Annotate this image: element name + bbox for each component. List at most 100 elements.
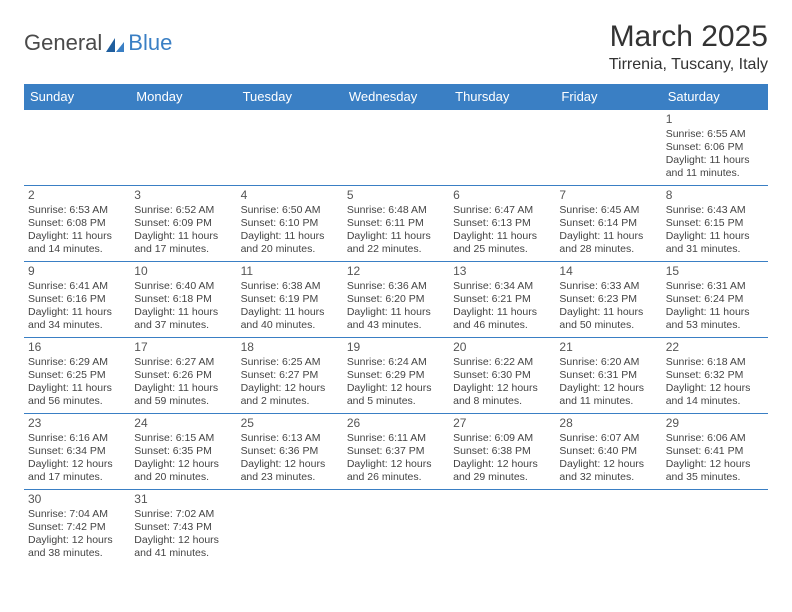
calendar-cell: 23Sunrise: 6:16 AMSunset: 6:34 PMDayligh…: [24, 414, 130, 490]
sunrise-line: Sunrise: 6:07 AM: [559, 432, 657, 445]
sunset-line: Sunset: 6:30 PM: [453, 369, 551, 382]
calendar-cell: 19Sunrise: 6:24 AMSunset: 6:29 PMDayligh…: [343, 338, 449, 414]
calendar-cell: 14Sunrise: 6:33 AMSunset: 6:23 PMDayligh…: [555, 262, 661, 338]
sunset-line: Sunset: 6:38 PM: [453, 445, 551, 458]
day-number: 31: [134, 492, 232, 507]
sunrise-line: Sunrise: 6:22 AM: [453, 356, 551, 369]
sunset-line: Sunset: 7:43 PM: [134, 521, 232, 534]
sunrise-line: Sunrise: 6:27 AM: [134, 356, 232, 369]
daylight-line-1: Daylight: 11 hours: [241, 306, 339, 319]
calendar-cell: 21Sunrise: 6:20 AMSunset: 6:31 PMDayligh…: [555, 338, 661, 414]
calendar-week-row: 30Sunrise: 7:04 AMSunset: 7:42 PMDayligh…: [24, 490, 768, 566]
day-header: Sunday: [24, 84, 130, 110]
calendar-cell: [130, 110, 236, 186]
day-number: 9: [28, 264, 126, 279]
daylight-line-1: Daylight: 12 hours: [134, 458, 232, 471]
daylight-line-1: Daylight: 11 hours: [347, 230, 445, 243]
daylight-line-1: Daylight: 11 hours: [559, 306, 657, 319]
calendar-table: Sunday Monday Tuesday Wednesday Thursday…: [24, 84, 768, 566]
day-number: 16: [28, 340, 126, 355]
calendar-cell: 31Sunrise: 7:02 AMSunset: 7:43 PMDayligh…: [130, 490, 236, 566]
calendar-cell: [662, 490, 768, 566]
calendar-week-row: 2Sunrise: 6:53 AMSunset: 6:08 PMDaylight…: [24, 186, 768, 262]
sunset-line: Sunset: 6:31 PM: [559, 369, 657, 382]
sunrise-line: Sunrise: 6:52 AM: [134, 204, 232, 217]
sunset-line: Sunset: 6:20 PM: [347, 293, 445, 306]
sunrise-line: Sunrise: 6:45 AM: [559, 204, 657, 217]
calendar-cell: [555, 490, 661, 566]
daylight-line-2: and 28 minutes.: [559, 243, 657, 256]
daylight-line-2: and 32 minutes.: [559, 471, 657, 484]
sunset-line: Sunset: 6:08 PM: [28, 217, 126, 230]
sunrise-line: Sunrise: 6:48 AM: [347, 204, 445, 217]
daylight-line-2: and 8 minutes.: [453, 395, 551, 408]
day-number: 8: [666, 188, 764, 203]
daylight-line-2: and 38 minutes.: [28, 547, 126, 560]
sunrise-line: Sunrise: 6:20 AM: [559, 356, 657, 369]
sunset-line: Sunset: 6:13 PM: [453, 217, 551, 230]
calendar-cell: 11Sunrise: 6:38 AMSunset: 6:19 PMDayligh…: [237, 262, 343, 338]
sunset-line: Sunset: 6:24 PM: [666, 293, 764, 306]
daylight-line-1: Daylight: 12 hours: [134, 534, 232, 547]
daylight-line-2: and 14 minutes.: [666, 395, 764, 408]
daylight-line-2: and 20 minutes.: [134, 471, 232, 484]
day-header: Wednesday: [343, 84, 449, 110]
sunset-line: Sunset: 7:42 PM: [28, 521, 126, 534]
daylight-line-1: Daylight: 11 hours: [453, 306, 551, 319]
calendar-body: 1Sunrise: 6:55 AMSunset: 6:06 PMDaylight…: [24, 110, 768, 566]
sunrise-line: Sunrise: 6:47 AM: [453, 204, 551, 217]
day-number: 2: [28, 188, 126, 203]
calendar-cell: 27Sunrise: 6:09 AMSunset: 6:38 PMDayligh…: [449, 414, 555, 490]
logo-word-1: General: [24, 30, 102, 56]
calendar-cell: [237, 490, 343, 566]
sunset-line: Sunset: 6:25 PM: [28, 369, 126, 382]
daylight-line-2: and 22 minutes.: [347, 243, 445, 256]
sunrise-line: Sunrise: 7:04 AM: [28, 508, 126, 521]
sunset-line: Sunset: 6:21 PM: [453, 293, 551, 306]
calendar-cell: 17Sunrise: 6:27 AMSunset: 6:26 PMDayligh…: [130, 338, 236, 414]
daylight-line-2: and 50 minutes.: [559, 319, 657, 332]
daylight-line-2: and 40 minutes.: [241, 319, 339, 332]
day-number: 5: [347, 188, 445, 203]
day-number: 6: [453, 188, 551, 203]
daylight-line-1: Daylight: 12 hours: [559, 458, 657, 471]
daylight-line-2: and 14 minutes.: [28, 243, 126, 256]
daylight-line-1: Daylight: 12 hours: [28, 534, 126, 547]
calendar-cell: 5Sunrise: 6:48 AMSunset: 6:11 PMDaylight…: [343, 186, 449, 262]
daylight-line-2: and 35 minutes.: [666, 471, 764, 484]
calendar-cell: 22Sunrise: 6:18 AMSunset: 6:32 PMDayligh…: [662, 338, 768, 414]
daylight-line-1: Daylight: 11 hours: [28, 306, 126, 319]
daylight-line-1: Daylight: 12 hours: [453, 458, 551, 471]
daylight-line-2: and 34 minutes.: [28, 319, 126, 332]
calendar-week-row: 23Sunrise: 6:16 AMSunset: 6:34 PMDayligh…: [24, 414, 768, 490]
daylight-line-1: Daylight: 11 hours: [666, 230, 764, 243]
sunset-line: Sunset: 6:15 PM: [666, 217, 764, 230]
daylight-line-1: Daylight: 12 hours: [347, 458, 445, 471]
calendar-cell: 30Sunrise: 7:04 AMSunset: 7:42 PMDayligh…: [24, 490, 130, 566]
sunset-line: Sunset: 6:40 PM: [559, 445, 657, 458]
calendar-cell: 8Sunrise: 6:43 AMSunset: 6:15 PMDaylight…: [662, 186, 768, 262]
day-number: 22: [666, 340, 764, 355]
sunset-line: Sunset: 6:10 PM: [241, 217, 339, 230]
sunset-line: Sunset: 6:32 PM: [666, 369, 764, 382]
daylight-line-2: and 20 minutes.: [241, 243, 339, 256]
calendar-cell: [449, 110, 555, 186]
sunrise-line: Sunrise: 6:29 AM: [28, 356, 126, 369]
calendar-cell: 29Sunrise: 6:06 AMSunset: 6:41 PMDayligh…: [662, 414, 768, 490]
calendar-cell: 18Sunrise: 6:25 AMSunset: 6:27 PMDayligh…: [237, 338, 343, 414]
logo: General Blue: [24, 30, 172, 56]
daylight-line-2: and 11 minutes.: [559, 395, 657, 408]
day-number: 23: [28, 416, 126, 431]
logo-word-2: Blue: [128, 30, 172, 56]
calendar-cell: 24Sunrise: 6:15 AMSunset: 6:35 PMDayligh…: [130, 414, 236, 490]
sunrise-line: Sunrise: 6:34 AM: [453, 280, 551, 293]
sunrise-line: Sunrise: 6:15 AM: [134, 432, 232, 445]
month-title: March 2025: [609, 20, 768, 54]
calendar-cell: 9Sunrise: 6:41 AMSunset: 6:16 PMDaylight…: [24, 262, 130, 338]
page-header: General Blue March 2025 Tirrenia, Tuscan…: [24, 20, 768, 74]
calendar-cell: 13Sunrise: 6:34 AMSunset: 6:21 PMDayligh…: [449, 262, 555, 338]
daylight-line-2: and 25 minutes.: [453, 243, 551, 256]
calendar-cell: 2Sunrise: 6:53 AMSunset: 6:08 PMDaylight…: [24, 186, 130, 262]
daylight-line-2: and 31 minutes.: [666, 243, 764, 256]
daylight-line-1: Daylight: 11 hours: [28, 230, 126, 243]
